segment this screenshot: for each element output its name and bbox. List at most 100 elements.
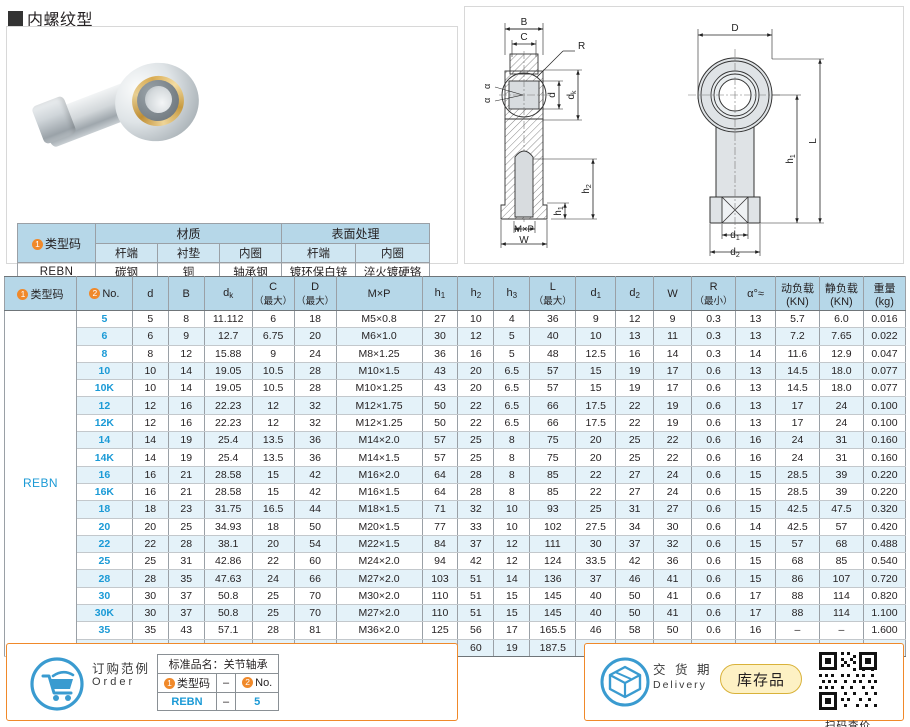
cell-dynamic-load: 17 — [774, 413, 820, 433]
cell-d2: 27 — [615, 465, 655, 484]
cell-weight: 0.220 — [862, 465, 907, 484]
cell-d2: 58 — [615, 621, 655, 640]
cell-C: 16.5 — [251, 500, 295, 519]
qr-code-icon[interactable] — [817, 650, 879, 712]
cell-d: 10 — [131, 361, 169, 381]
cell-h2: 25 — [457, 448, 495, 467]
cell-weight: 1.100 — [862, 604, 907, 623]
cell-d1: 30 — [575, 534, 617, 554]
cell-no[interactable]: 16K — [75, 482, 133, 502]
specification-table-body: REBN 5 5 8 11.112 6 18 M5×0.8 27 10 4 36 9 12 9 0.3 13 5.… — [4, 309, 907, 657]
table-row: 10 10 14 19.05 10.5 28 M10×1.5 43 20 6.5 57 15 19 17 0… — [5, 361, 907, 381]
cell-R: 0.6 — [691, 604, 737, 623]
cell-L: 145 — [529, 586, 577, 606]
cell-no[interactable]: 28 — [75, 569, 133, 588]
label-h1: h1 — [553, 206, 565, 216]
cell-B: 21 — [167, 482, 205, 502]
cell-D: 36 — [293, 448, 337, 467]
badge-1-icon: 1 — [31, 238, 43, 250]
cell-no[interactable]: 10K — [75, 379, 133, 398]
cell-MxP: M6×1.0 — [335, 327, 423, 346]
cell-R: 0.6 — [691, 534, 737, 554]
cell-R: 0.6 — [691, 569, 737, 588]
cell-no[interactable]: 12K — [75, 413, 133, 433]
cell-weight: 0.077 — [862, 361, 907, 381]
cell-R: 0.6 — [691, 517, 737, 536]
cell-C: 22 — [251, 552, 295, 571]
section-view-drawing: B C R — [482, 17, 597, 248]
cell-no[interactable]: 35 — [75, 621, 133, 640]
cell-dynamic-load: 24 — [774, 448, 820, 467]
cell-no[interactable]: 14 — [75, 431, 133, 450]
cell-L: 36 — [529, 309, 577, 329]
cell-C: 25 — [251, 586, 295, 606]
order-value-dash: – — [215, 692, 237, 711]
cell-W: 30 — [653, 517, 693, 536]
cell-static-load: 85 — [818, 552, 864, 571]
cell-no[interactable]: 25 — [75, 552, 133, 571]
cell-h3: 6.5 — [493, 361, 531, 381]
cell-d2: 42 — [615, 552, 655, 571]
cell-C: 15 — [251, 465, 295, 484]
cell-dynamic-load: 68 — [774, 552, 820, 571]
cell-weight: 0.420 — [862, 517, 907, 536]
cell-static-load: 7.65 — [818, 327, 864, 346]
cell-dk: 11.112 — [203, 309, 253, 329]
cell-no[interactable]: 22 — [75, 534, 133, 554]
cell-no[interactable]: 5 — [75, 309, 133, 329]
cell-h2: 51 — [457, 586, 495, 606]
material-sub-header-2: 内圈 — [219, 243, 282, 263]
cell-dynamic-load: 24 — [774, 431, 820, 450]
cell-C: 12 — [251, 396, 295, 415]
cell-dynamic-load: – — [774, 621, 820, 640]
cell-h2: 20 — [457, 361, 495, 381]
cell-dk: 19.05 — [203, 379, 253, 398]
cell-d2: 16 — [615, 344, 655, 363]
cell-d2: 46 — [615, 569, 655, 588]
cell-no[interactable]: 10 — [75, 361, 133, 381]
cell-d2: 22 — [615, 413, 655, 433]
cell-B: 28 — [167, 534, 205, 554]
cell-C: 6.75 — [251, 327, 295, 346]
col-header-d1: d1 — [575, 276, 617, 311]
cell-no[interactable]: 18 — [75, 500, 133, 519]
cell-dynamic-load: 7.2 — [774, 327, 820, 346]
cell-no[interactable]: 30K — [75, 604, 133, 623]
cell-no[interactable]: 12 — [75, 396, 133, 415]
cell-B: 16 — [167, 396, 205, 415]
cell-L: 85 — [529, 465, 577, 484]
cell-dynamic-load: 57 — [774, 534, 820, 554]
cell-weight: 0.320 — [862, 500, 907, 519]
cell-no[interactable]: 8 — [75, 344, 133, 363]
cell-d1: 33.5 — [575, 552, 617, 571]
table-row: 12 12 16 22.23 12 32 M12×1.75 50 22 6.5 66 17.5 22 19… — [5, 396, 907, 415]
delivery-panel: 交 货 期 Delivery 库存品 — [584, 643, 904, 727]
cell-dk: 50.8 — [203, 586, 253, 606]
cell-W: 36 — [653, 552, 693, 571]
cell-D: 24 — [293, 344, 337, 363]
cell-no[interactable]: 6 — [75, 327, 133, 346]
cell-R: 0.6 — [691, 379, 737, 398]
cell-no[interactable]: 16 — [75, 465, 133, 484]
cell-no[interactable]: 20 — [75, 517, 133, 536]
label-D: D — [731, 23, 738, 34]
material-sub-header-1: 衬垫 — [157, 243, 220, 263]
cell-h3: 8 — [493, 448, 531, 467]
col-header-D: D （最大） — [293, 276, 337, 311]
cell-dynamic-load: 14.5 — [774, 361, 820, 381]
cell-MxP: M5×0.8 — [335, 309, 423, 329]
cell-h2: 20 — [457, 379, 495, 398]
cell-no[interactable]: 14K — [75, 448, 133, 467]
label-d: d — [547, 92, 558, 98]
cell-R: 0.6 — [691, 586, 737, 606]
cell-h2: 32 — [457, 500, 495, 519]
cell-no[interactable]: 30 — [75, 586, 133, 606]
cell-C: 10.5 — [251, 379, 295, 398]
cell-C: 12 — [251, 413, 295, 433]
cell-R: 0.3 — [691, 327, 737, 346]
cell-h1: 77 — [421, 517, 459, 536]
cell-weight: 0.016 — [862, 309, 907, 329]
cell-h2: 28 — [457, 482, 495, 502]
cell-R: 0.3 — [691, 309, 737, 329]
cell-d: 35 — [131, 621, 169, 640]
